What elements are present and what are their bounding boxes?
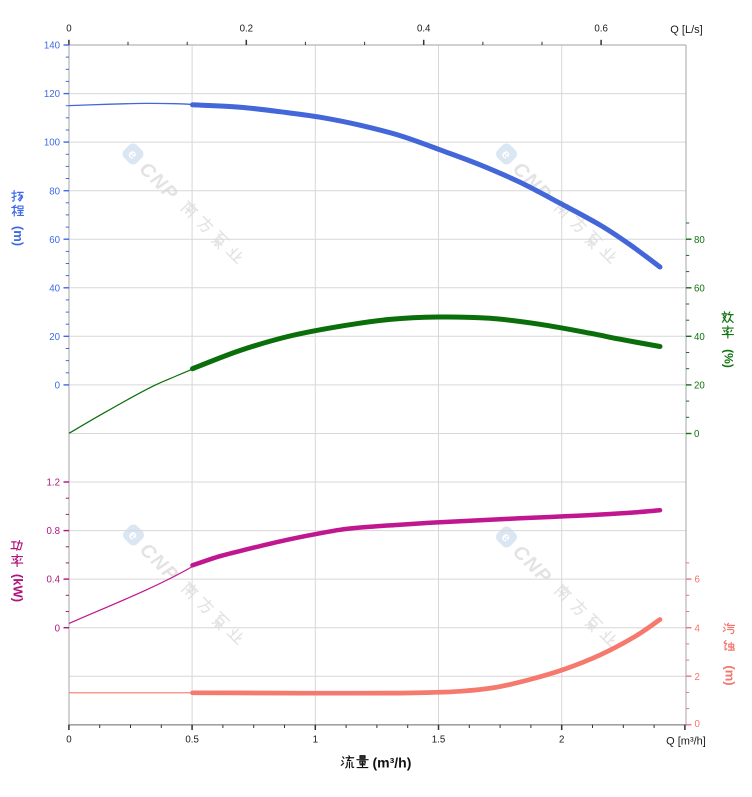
svg-text:0.6: 0.6: [594, 24, 607, 35]
svg-text:0: 0: [55, 623, 61, 634]
svg-text:0: 0: [694, 429, 700, 440]
svg-text:0.2: 0.2: [240, 24, 253, 35]
svg-text:0: 0: [66, 24, 72, 35]
svg-text:2: 2: [559, 735, 564, 746]
svg-text:1.2: 1.2: [47, 478, 60, 489]
svg-text:(%): (%): [722, 349, 736, 368]
svg-text:(m³/h): (m³/h): [373, 754, 412, 770]
svg-text:80: 80: [49, 186, 60, 197]
svg-text:140: 140: [44, 41, 61, 52]
svg-text:0.8: 0.8: [47, 526, 60, 537]
svg-text:4: 4: [695, 623, 701, 634]
svg-text:0.4: 0.4: [47, 575, 61, 586]
svg-text:120: 120: [44, 89, 61, 100]
svg-text:80: 80: [694, 235, 705, 246]
svg-text:100: 100: [44, 138, 61, 149]
svg-text:0: 0: [66, 735, 72, 746]
svg-text:2: 2: [695, 672, 700, 683]
svg-text:1.5: 1.5: [432, 735, 445, 746]
svg-text:40: 40: [49, 283, 60, 294]
svg-text:6: 6: [695, 575, 700, 586]
svg-text:0: 0: [55, 381, 61, 392]
svg-text:40: 40: [694, 332, 705, 343]
svg-text:(m): (m): [11, 226, 26, 246]
svg-text:20: 20: [49, 332, 60, 343]
svg-text:(kW): (kW): [10, 574, 25, 602]
svg-text:Q [L/s]: Q [L/s]: [670, 24, 702, 36]
svg-text:(m): (m): [722, 665, 737, 685]
svg-text:20: 20: [694, 381, 705, 392]
svg-text:60: 60: [49, 235, 60, 246]
svg-text:1: 1: [313, 735, 318, 746]
svg-text:Q [m³/h]: Q [m³/h]: [666, 736, 706, 748]
svg-text:0.5: 0.5: [185, 735, 198, 746]
svg-text:0: 0: [695, 719, 701, 730]
svg-text:60: 60: [694, 283, 705, 294]
svg-text:0.4: 0.4: [417, 24, 431, 35]
